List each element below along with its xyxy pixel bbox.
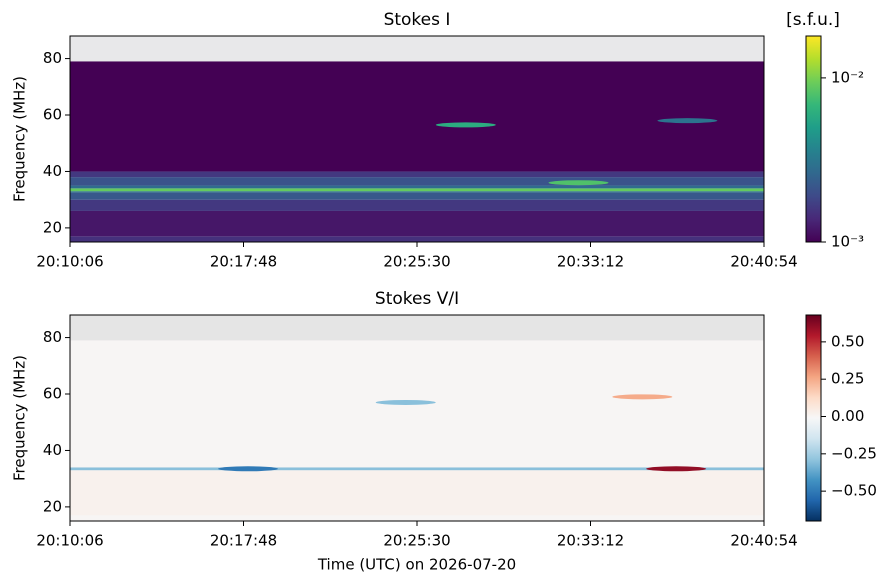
y-tick-label: 40 xyxy=(43,162,62,180)
spectrogram-row xyxy=(70,515,764,521)
x-tick-label: 20:33:12 xyxy=(557,253,624,271)
chart-title: Stokes V/I xyxy=(375,289,459,309)
x-axis-label: Time (UTC) on 2026-07-20 xyxy=(317,556,516,574)
x-tick-label: 20:10:06 xyxy=(36,253,103,271)
burst xyxy=(657,118,718,124)
x-tick-label: 20:25:30 xyxy=(383,253,450,271)
spectrogram-row xyxy=(70,36,764,62)
burst xyxy=(612,394,673,400)
spectrogram-row xyxy=(70,188,764,192)
spectrogram-row xyxy=(70,315,764,341)
y-axis-label: Frequency (MHz) xyxy=(11,76,29,202)
burst xyxy=(548,180,609,186)
spectrogram-row xyxy=(70,192,764,200)
colorbar-tick-label: 0.25 xyxy=(831,370,864,388)
spectrogram-row xyxy=(70,470,764,516)
spectrogram-row xyxy=(70,236,764,242)
burst xyxy=(646,466,707,472)
spectrogram-row xyxy=(70,171,764,178)
y-tick-label: 20 xyxy=(43,497,62,515)
y-axis-label: Frequency (MHz) xyxy=(11,355,29,481)
colorbar-tick-label: 10⁻³ xyxy=(831,233,864,251)
spectrogram-row xyxy=(70,467,764,471)
colorbar-label: [s.f.u.] xyxy=(786,10,840,30)
colorbar xyxy=(805,314,822,522)
colorbar-tick-label: −0.25 xyxy=(831,444,877,462)
colorbar-tick-label: 0.50 xyxy=(831,332,864,350)
y-tick-label: 20 xyxy=(43,218,62,236)
burst xyxy=(218,466,279,472)
spectrogram-row xyxy=(70,177,764,186)
spectrogram-row xyxy=(70,210,764,237)
x-tick-label: 20:17:48 xyxy=(210,253,277,271)
x-tick-label: 20:33:12 xyxy=(557,532,624,550)
colorbar xyxy=(805,35,822,243)
spectrogram-row xyxy=(70,199,764,211)
spectrogram-row xyxy=(70,185,764,189)
colorbar-tick-label: 10⁻² xyxy=(831,68,864,86)
colorbar-tick-label: 0.00 xyxy=(831,407,864,425)
x-tick-label: 20:17:48 xyxy=(210,532,277,550)
chart-title: Stokes I xyxy=(384,10,451,30)
y-tick-label: 80 xyxy=(43,49,62,67)
y-tick-label: 60 xyxy=(43,106,62,124)
burst xyxy=(375,399,436,405)
y-tick-label: 40 xyxy=(43,441,62,459)
y-tick-label: 60 xyxy=(43,385,62,403)
y-tick-label: 80 xyxy=(43,328,62,346)
x-tick-label: 20:40:54 xyxy=(730,253,797,271)
x-tick-label: 20:25:30 xyxy=(383,532,450,550)
colorbar-tick-label: −0.50 xyxy=(831,482,877,500)
x-tick-label: 20:40:54 xyxy=(730,532,797,550)
x-tick-label: 20:10:06 xyxy=(36,532,103,550)
spectrogram-row xyxy=(70,61,764,172)
spectrogram-row xyxy=(70,191,764,193)
burst xyxy=(435,122,496,128)
